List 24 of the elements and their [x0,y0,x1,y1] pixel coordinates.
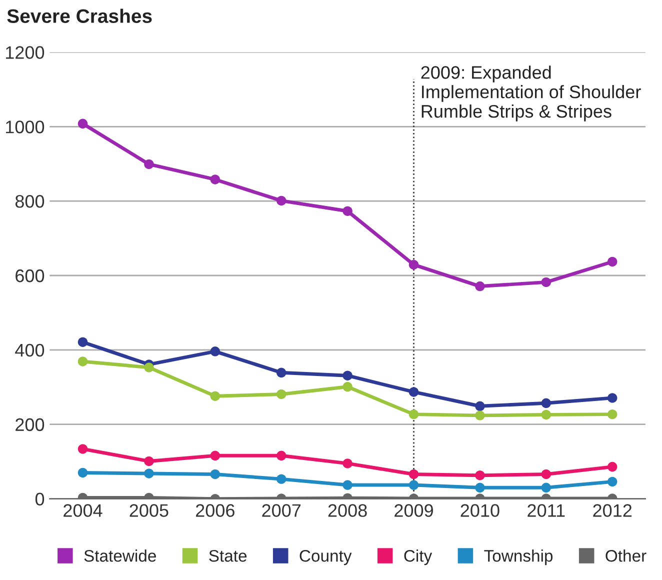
chart-title: Severe Crashes [7,8,152,23]
x-tick-label: 2004 [64,504,102,517]
y-tick-label: 1000 [6,120,44,134]
legend-label: County [300,550,352,566]
legend-label: State [209,550,247,562]
y-tick-label: 800 [15,195,44,208]
legend-label: Other [606,550,646,562]
x-tick-label: 2007 [262,504,301,517]
legend-label: Statewide [84,550,156,562]
x-tick-label: 2008 [328,504,367,517]
y-tick-label: 600 [16,269,44,282]
x-tick-label: 2006 [196,504,234,517]
y-tick-label: 400 [15,344,44,357]
ref-line-label: 2009: Expanded Implementation of Shoulder Rumble Strips & Stripes [421,66,641,122]
legend-label: City [404,550,432,566]
y-tick-label: 1200 [6,46,44,59]
legend-label: Township [484,550,553,566]
y-tick-label: 200 [16,418,44,432]
x-tick-label: 2005 [130,504,168,517]
x-tick-label: 2010 [460,504,500,517]
x-tick-label: 2009 [394,504,433,517]
x-tick-label: 2012 [593,504,632,517]
x-tick-label: 2011 [528,504,565,517]
y-tick-label: 0 [35,492,44,506]
